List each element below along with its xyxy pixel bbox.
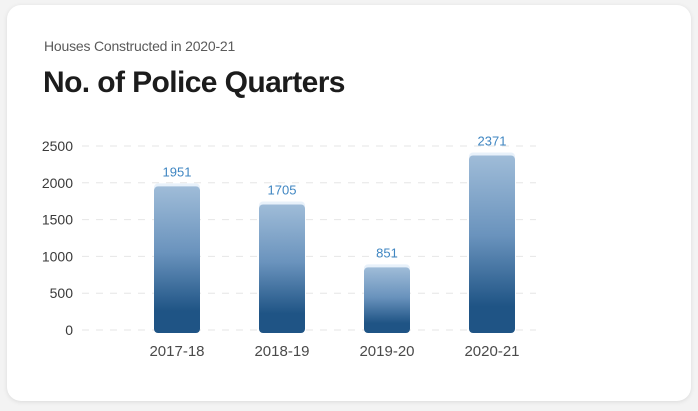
x-axis: 2017-18 2018-19 2019-20 2020-21: [149, 343, 519, 360]
x-tick-label: 2019-20: [359, 343, 414, 360]
bar-value-label: 2371: [478, 133, 507, 148]
y-tick-label: 0: [65, 322, 73, 338]
y-tick-label: 1500: [42, 212, 73, 228]
bars: 1951 1705 851 2371: [154, 133, 515, 333]
bar-value-label: 1705: [268, 183, 297, 198]
y-tick-label: 1000: [42, 248, 73, 264]
x-tick-label: 2018-19: [254, 343, 309, 360]
bar-2017-18: [154, 186, 200, 333]
grid-lines: [82, 145, 536, 331]
bar-2018-19: [259, 204, 305, 333]
bar-2019-20: [364, 267, 410, 333]
y-tick-label: 2000: [42, 175, 73, 191]
x-tick-label: 2020-21: [464, 343, 519, 360]
y-axis: 0 500 1000 1500 2000 2500: [42, 138, 73, 338]
chart-subtitle: Houses Constructed in 2020-21: [44, 38, 236, 54]
bar-value-label: 1951: [163, 164, 192, 179]
x-tick-label: 2017-18: [149, 343, 204, 360]
chart-title: No. of Police Quarters: [43, 66, 345, 99]
bar-2020-21: [469, 155, 515, 333]
y-tick-label: 2500: [42, 138, 73, 154]
chart-card: [7, 5, 691, 401]
bar-value-label: 851: [376, 245, 398, 260]
y-tick-label: 500: [50, 285, 74, 301]
